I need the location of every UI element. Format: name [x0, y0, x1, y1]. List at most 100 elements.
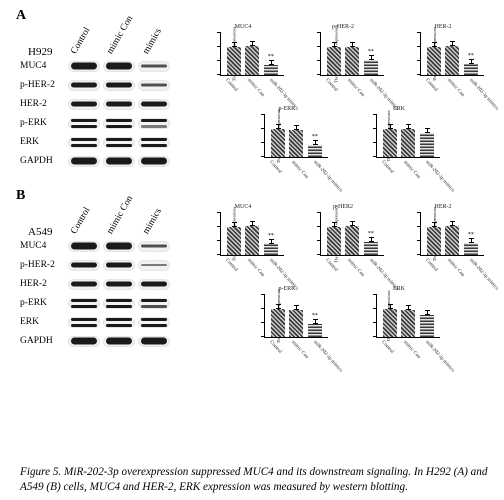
protein-label: GAPDH [20, 336, 68, 346]
wb-band [138, 241, 170, 252]
wb-band [138, 317, 170, 328]
wb-band [68, 279, 100, 290]
wb-band [103, 260, 135, 271]
wb-row: p-ERK [20, 115, 182, 131]
western-blot: H929Controlmimic ConmimicsMUC4p-HER-2HER… [20, 10, 182, 180]
protein-label: p-ERK [20, 118, 68, 128]
wb-column-header: mimics [141, 27, 164, 56]
chart-plot-area: The relative p-HER-2 expressions** [320, 33, 384, 76]
protein-label: MUC4 [20, 241, 68, 251]
wb-band [68, 241, 100, 252]
chart-bar [445, 46, 459, 75]
cell-line-label: A549 [28, 226, 52, 238]
wb-band [103, 118, 135, 129]
chart-x-ticks: Controlmimic ConmiR-202-3p mimics [376, 158, 440, 180]
protein-label: GAPDH [20, 156, 68, 166]
wb-band [103, 241, 135, 252]
chart-plot-area: The relative HER-2 expressions** [420, 33, 484, 76]
chart-x-ticks: Controlmimic ConmiR-202-3p mimics [320, 256, 384, 278]
chart-bar [345, 47, 359, 75]
protein-label: p-ERK [20, 298, 68, 308]
chart-bar [383, 309, 397, 337]
panels-region: AH929Controlmimic ConmimicsMUC4p-HER-2HE… [20, 10, 490, 360]
wb-band [68, 298, 100, 309]
wb-row: p-HER-2 [20, 77, 182, 93]
wb-row: p-HER-2 [20, 257, 182, 273]
wb-band [103, 317, 135, 328]
protein-label: MUC4 [20, 61, 68, 71]
chart-plot-area: The relative p-HER-2 expressions** [320, 213, 384, 256]
bar-chart: ERKThe relative ERK expressionsControlmi… [358, 106, 440, 180]
figure-container: AH929Controlmimic ConmimicsMUC4p-HER-2HE… [0, 0, 504, 500]
wb-band [103, 279, 135, 290]
wb-band [68, 156, 100, 167]
chart-title: MUC4 [202, 24, 284, 33]
chart-x-ticks: Controlmimic ConmiR-202-3p mimics [220, 76, 284, 98]
caption-text: MiR-202-3p overexpression suppressed MUC… [20, 466, 487, 492]
chart-title: HER-2 [402, 24, 484, 33]
chart-bar [427, 227, 441, 255]
wb-column-header: Control [69, 26, 92, 56]
chart-bar: ** [308, 324, 322, 337]
figure-panel: AH929Controlmimic ConmimicsMUC4p-HER-2HE… [20, 10, 490, 180]
chart-title: MUC4 [202, 204, 284, 213]
bar-chart: HER-2The relative HER-2 expressions**Con… [402, 24, 484, 98]
wb-column-headers: Control mimic Con mimics [68, 190, 182, 238]
wb-band [138, 156, 170, 167]
wb-row: HER-2 [20, 276, 182, 292]
chart-bar [289, 130, 303, 157]
bar-chart: p-HER-2The relative p-HER-2 expressions*… [302, 24, 384, 98]
significance-marker: ** [468, 53, 474, 59]
wb-band [138, 260, 170, 271]
chart-title: ERK [358, 286, 440, 295]
wb-band [68, 137, 100, 148]
bar-chart: p-ERKThe relative p-ERK expressions**Con… [246, 106, 328, 180]
wb-row: ERK [20, 134, 182, 150]
protein-label: HER-2 [20, 279, 68, 289]
wb-band [103, 336, 135, 347]
chart-x-ticks: Controlmimic ConmiR-202-3p mimics [420, 256, 484, 278]
wb-band [138, 137, 170, 148]
wb-band [103, 137, 135, 148]
wb-band [68, 260, 100, 271]
significance-marker: ** [368, 231, 374, 237]
significance-marker: ** [268, 233, 274, 239]
chart-bar [445, 226, 459, 255]
protein-label: ERK [20, 137, 68, 147]
wb-row: GAPDH [20, 153, 182, 169]
chart-plot-area: The relative p-ERK expressions** [264, 115, 328, 158]
wb-band [103, 156, 135, 167]
chart-bar [345, 226, 359, 255]
wb-band [68, 99, 100, 110]
chart-bar [245, 46, 259, 75]
wb-row: HER-2 [20, 96, 182, 112]
chart-bar [271, 129, 285, 157]
wb-column-header: mimics [141, 207, 164, 236]
wb-band [138, 118, 170, 129]
chart-bar [327, 227, 341, 255]
wb-band [68, 317, 100, 328]
wb-row: GAPDH [20, 333, 182, 349]
chart-bar: ** [264, 244, 278, 255]
wb-column-header: mimic Con [105, 194, 135, 236]
wb-row: p-ERK [20, 295, 182, 311]
significance-marker: ** [312, 134, 318, 140]
chart-bar [227, 47, 241, 75]
bar-chart: MUC4The relative MUC4 expressions**Contr… [202, 204, 284, 278]
charts-grid: MUC4The relative MUC4 expressions**Contr… [196, 190, 490, 360]
wb-band [68, 80, 100, 91]
wb-band [103, 61, 135, 72]
chart-title: p-ERK [246, 286, 328, 295]
cell-line-label: H929 [28, 46, 52, 58]
chart-bar [327, 47, 341, 75]
chart-x-ticks: Controlmimic ConmiR-202-3p mimics [420, 76, 484, 98]
chart-plot-area: The relative ERK expressions [376, 295, 440, 338]
wb-column-header: Control [69, 206, 92, 236]
wb-band [68, 336, 100, 347]
bar-chart: p-ERKThe relative p-ERK expressions**Con… [246, 286, 328, 360]
chart-bar: ** [308, 145, 322, 157]
chart-bar [383, 129, 397, 157]
wb-band [68, 61, 100, 72]
chart-title: ERK [358, 106, 440, 115]
wb-band [68, 118, 100, 129]
